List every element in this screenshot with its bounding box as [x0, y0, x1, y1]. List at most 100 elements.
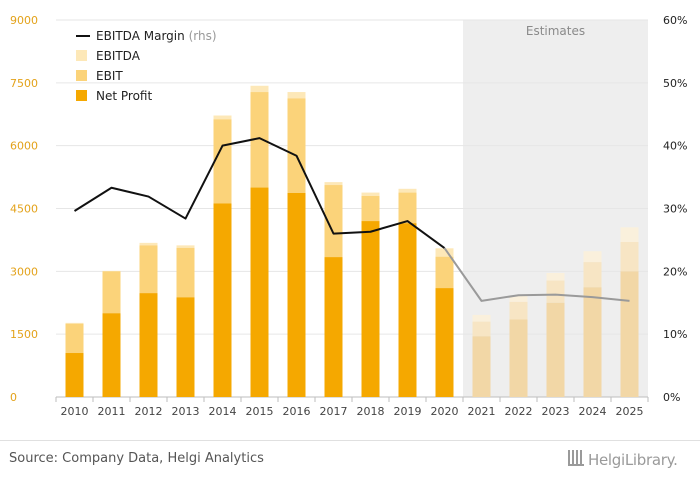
bar-ebitda-2015 — [250, 85, 269, 93]
right-tick-label: 20% — [663, 265, 687, 278]
bar-net-profit-2015 — [250, 187, 269, 397]
bar-net-profit-2014 — [213, 203, 232, 397]
right-tick-label: 0% — [663, 391, 680, 404]
bar-ebitda-2012 — [139, 242, 158, 246]
bar-ebit-2019 — [398, 192, 417, 224]
x-tick-label: 2024 — [579, 405, 607, 418]
legend-swatch-ebitda — [76, 50, 87, 61]
bar-net-profit-2011 — [102, 313, 121, 397]
source-note: Source: Company Data, Helgi Analytics — [9, 451, 264, 466]
bar-net-profit-2021 — [472, 336, 491, 397]
bar-ebit-2014 — [213, 119, 232, 204]
legend: EBITDA Margin (rhs) EBITDA EBIT Net Prof… — [76, 29, 217, 103]
bar-net-profit-2025 — [620, 271, 639, 397]
chart: Estimates 0 1500 3000 4500 6000 7500 9000 0% 10… — [10, 14, 687, 418]
bar-net-profit-2023 — [546, 302, 565, 397]
margin-line-actual — [73, 137, 446, 249]
bar-ebitda-2024 — [583, 251, 602, 263]
bar-net-profit-2010 — [65, 353, 84, 397]
legend-swatch-net-profit — [76, 90, 87, 101]
x-tick-label: 2023 — [542, 405, 570, 418]
bar-ebitda-2023 — [546, 273, 565, 281]
left-tick-label: 7500 — [10, 77, 38, 90]
bar-ebit-2015 — [250, 92, 269, 188]
bar-ebit-2020 — [435, 256, 454, 289]
bar-net-profit-2012 — [139, 293, 158, 397]
bar-ebit-2012 — [139, 245, 158, 294]
bar-ebit-2013 — [176, 247, 195, 298]
left-tick-label: 4500 — [10, 203, 38, 216]
x-tick-label: 2016 — [283, 405, 311, 418]
bar-ebitda-2016 — [287, 92, 306, 99]
left-axis: 0 1500 3000 4500 6000 7500 9000 — [10, 14, 38, 404]
bar-net-profit-2019 — [398, 223, 417, 397]
x-axis: 2010 2011 2012 2013 2014 2015 2016 2017 2018 2019… — [55, 397, 649, 418]
bar-net-profit-2013 — [176, 297, 195, 397]
x-tick-label: 2021 — [468, 405, 496, 418]
bar-ebitda-2022 — [509, 295, 528, 302]
brand-text: HelgiLibrary. — [588, 451, 678, 469]
legend-label-net-profit: Net Profit — [96, 89, 152, 103]
bar-net-profit-2018 — [361, 221, 380, 397]
bar-ebitda-2013 — [176, 245, 195, 248]
x-tick-label: 2013 — [172, 405, 200, 418]
x-tick-label: 2019 — [394, 405, 422, 418]
bar-ebit-2016 — [287, 98, 306, 194]
margin-line-estimate — [443, 247, 630, 302]
bar-ebitda-2025 — [620, 227, 639, 243]
x-tick-label: 2014 — [209, 405, 237, 418]
x-tick-label: 2018 — [357, 405, 385, 418]
left-tick-label: 6000 — [10, 140, 38, 153]
bar-ebit-2024 — [583, 262, 602, 288]
bar-ebitda-2021 — [472, 314, 491, 322]
bar-ebit-2023 — [546, 280, 565, 303]
right-axis: 0% 10% 20% 30% 40% 50% 60% — [663, 14, 687, 404]
bar-ebit-2017 — [324, 185, 343, 258]
bar-ebit-2011 — [102, 271, 121, 314]
bar-ebitda-2019 — [398, 188, 417, 193]
bar-net-profit-2017 — [324, 257, 343, 397]
left-tick-label: 0 — [10, 391, 17, 404]
brand-logo: HelgiLibrary. — [568, 450, 678, 469]
right-tick-label: 40% — [663, 140, 687, 153]
right-tick-label: 10% — [663, 328, 687, 341]
x-tick-label: 2020 — [431, 405, 459, 418]
bar-ebitda-2014 — [213, 115, 232, 120]
bar-ebitda-2018 — [361, 192, 380, 196]
bar-net-profit-2016 — [287, 193, 306, 397]
estimates-label: Estimates — [526, 24, 585, 38]
right-tick-label: 50% — [663, 77, 687, 90]
margin-line — [73, 137, 630, 302]
x-tick-label: 2022 — [505, 405, 533, 418]
legend-margin-name: EBITDA Margin — [96, 29, 185, 43]
bar-ebit-2021 — [472, 321, 491, 337]
right-tick-label: 60% — [663, 14, 687, 27]
left-tick-label: 9000 — [10, 14, 38, 27]
x-tick-label: 2011 — [98, 405, 126, 418]
bar-net-profit-2020 — [435, 288, 454, 397]
bar-ebitda-2010 — [65, 322, 84, 324]
bar-ebit-2022 — [509, 301, 528, 320]
bar-net-profit-2024 — [583, 287, 602, 397]
legend-margin-suffix: (rhs) — [189, 29, 217, 43]
x-tick-label: 2017 — [320, 405, 348, 418]
bar-ebit-2010 — [65, 323, 84, 354]
left-tick-label: 1500 — [10, 328, 38, 341]
bar-ebit-2018 — [361, 195, 380, 222]
legend-label-ebitda: EBITDA — [96, 49, 141, 63]
legend-swatch-ebit — [76, 70, 87, 81]
bar-ebit-2025 — [620, 242, 639, 272]
x-tick-label: 2010 — [61, 405, 89, 418]
footer-divider — [0, 440, 700, 441]
x-tick-label: 2012 — [135, 405, 163, 418]
bar-net-profit-2022 — [509, 319, 528, 397]
x-tick-label: 2025 — [616, 405, 644, 418]
left-tick-label: 3000 — [10, 265, 38, 278]
bars — [65, 85, 639, 397]
library-icon — [568, 450, 584, 466]
bar-ebitda-2020 — [435, 248, 454, 257]
legend-label-ebit: EBIT — [96, 69, 123, 83]
right-tick-label: 30% — [663, 203, 687, 216]
legend-label-ebitda-margin: EBITDA Margin (rhs) — [96, 29, 217, 43]
bar-ebitda-2017 — [324, 182, 343, 186]
